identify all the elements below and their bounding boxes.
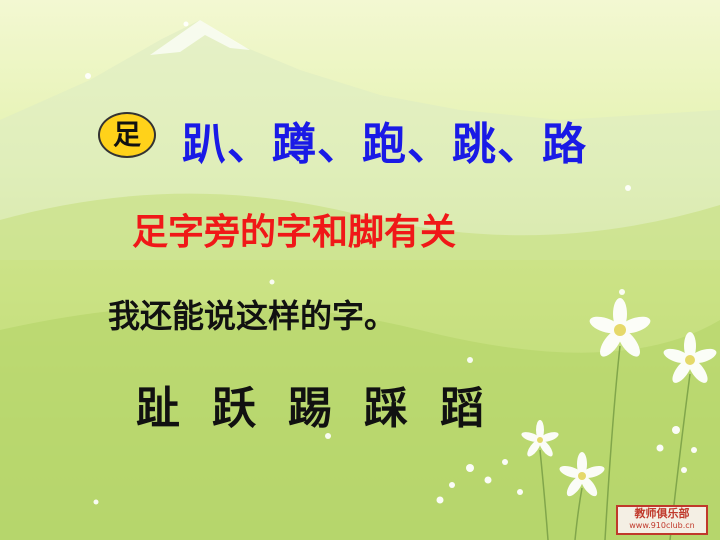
char-item: 跃 [212,383,256,434]
site-logo: 教师俱乐部 www.910club.cn [616,505,708,535]
radical-text: 足 [112,118,141,151]
sparkles [85,21,631,505]
radical-rule: 足字旁的字和脚有关 [132,212,457,253]
char-item: 蹈 [440,383,484,434]
char-item: 踢 [288,383,332,434]
example-characters: 趴、蹲、跑、跳、路 [182,119,587,170]
logo-url: www.910club.cn [629,521,695,530]
flowers [436,298,717,540]
char-item: 趾 [136,383,180,434]
prompt-text: 我还能说这样的字。 [108,297,397,335]
more-characters: 趾跃踢踩蹈 [136,372,516,436]
char-item: 踩 [364,383,408,434]
logo-name: 教师俱乐部 [634,507,690,520]
radical-badge: 足 [98,112,156,158]
